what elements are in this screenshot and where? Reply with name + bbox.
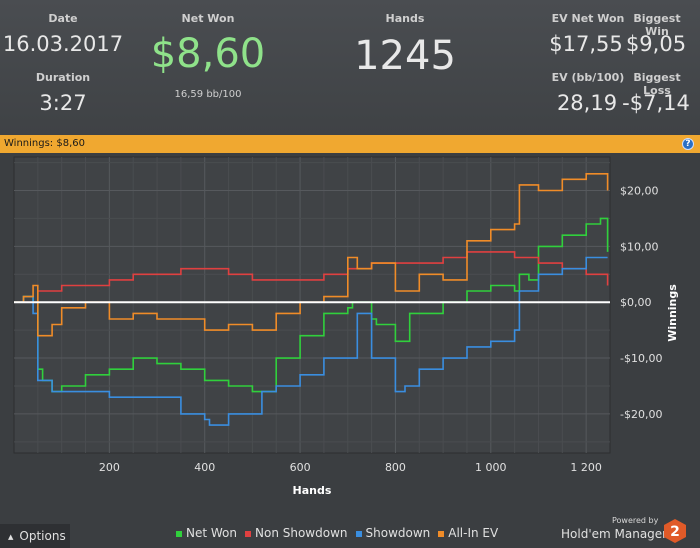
date-value: 16.03.2017 (2, 32, 124, 56)
brand-name: Hold'em Manager (561, 527, 668, 541)
x-tick-labels: 200 400 600 800 1 000 1 200 (99, 461, 602, 474)
biggest-loss-value: -$7,14 (622, 91, 690, 115)
biggest-win-value: $9,05 (625, 32, 687, 56)
legend-swatch (176, 530, 182, 537)
hands-value: 1245 (354, 33, 456, 79)
options-label: Options (19, 529, 66, 543)
date-label: Date (48, 12, 78, 25)
x-tick-label: 400 (194, 461, 215, 474)
x-tick-label: 200 (99, 461, 120, 474)
x-tick-label: 800 (385, 461, 406, 474)
net-won-value: $8,60 (150, 31, 266, 77)
legend-label: Non Showdown (255, 526, 348, 540)
duration-label: Duration (35, 71, 91, 84)
chart-legend: Net Won Non Showdown Showdown All-In EV (176, 526, 506, 540)
y-tick-label: $10,00 (620, 240, 659, 253)
brand-logo-text: 2 (670, 524, 680, 540)
y-tick-label: $20,00 (620, 185, 659, 198)
legend-item-all-in-ev[interactable]: All-In EV (438, 526, 498, 540)
hm2-logo-icon: 2 (664, 519, 686, 543)
legend-item-showdown[interactable]: Showdown (355, 526, 431, 540)
stats-panel: Date 16.03.2017 Duration 3:27 Net Won $8… (0, 0, 700, 135)
winnings-chart: 200 400 600 800 1 000 1 200 $20,00 $10,00 $0,00… (0, 153, 700, 523)
legend-item-non-showdown[interactable]: Non Showdown (245, 526, 348, 540)
y-tick-label: -$10,00 (620, 352, 662, 365)
ev-bb100-label: EV (bb/100) (551, 71, 625, 84)
legend-label: All-In EV (448, 526, 499, 540)
series-line-non-showdown (14, 251, 609, 303)
legend-label: Net Won (186, 526, 237, 540)
powered-by-label: Powered by (612, 516, 659, 525)
help-icon[interactable]: ? (682, 138, 694, 150)
legend-swatch (245, 530, 251, 537)
legend-swatch (355, 530, 362, 537)
duration-value: 3:27 (39, 91, 87, 115)
y-tick-label: $0,00 (620, 296, 652, 309)
x-tick-label: 600 (290, 461, 311, 474)
net-won-bb100: 16,59 bb/100 (174, 89, 242, 100)
ev-net-won-label: EV Net Won (551, 12, 625, 25)
legend-swatch (438, 530, 445, 537)
x-axis-label: Hands (293, 484, 332, 497)
footer: ▲ Options Net Won Non Showdown Showdown All-… (0, 516, 700, 548)
plot-area (13, 156, 611, 454)
x-tick-label: 1 000 (475, 461, 507, 474)
legend-item-net-won[interactable]: Net Won (176, 526, 237, 540)
triangle-up-icon: ▲ (8, 532, 14, 541)
y-tick-labels: $20,00 $10,00 $0,00 -$10,00 -$20,00 (620, 185, 662, 421)
winnings-bar: Winnings: $8,60 (0, 135, 700, 153)
biggest-win-label: Biggest Win (633, 12, 681, 38)
ev-net-won-value: $17,55 (549, 32, 623, 56)
x-tick-label: 1 200 (570, 461, 602, 474)
y-tick-label: -$20,00 (620, 408, 662, 421)
series-line-showdown (14, 256, 608, 426)
legend-label: Showdown (365, 526, 431, 540)
y-axis-label: Winnings (666, 284, 679, 342)
biggest-loss-label: Biggest Loss (633, 71, 681, 97)
net-won-label: Net Won (181, 12, 235, 25)
series-line-net-won (14, 217, 609, 393)
hands-label: Hands (385, 12, 425, 25)
ev-bb100-value: 28,19 (556, 91, 618, 115)
options-button[interactable]: ▲ Options (0, 524, 70, 548)
